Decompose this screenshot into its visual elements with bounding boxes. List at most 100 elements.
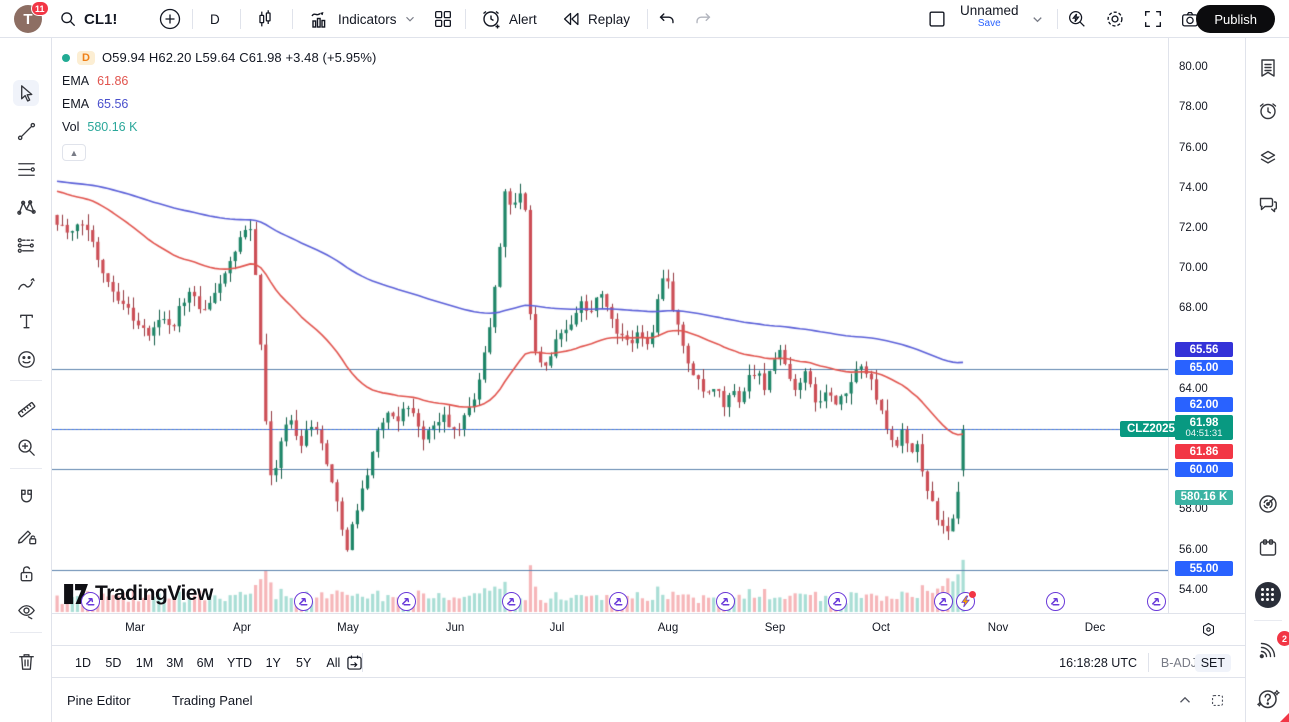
- tool-pattern-xabcd[interactable]: [13, 194, 39, 220]
- price-tick: 76.00: [1179, 141, 1208, 154]
- range-1d[interactable]: 1D: [75, 655, 91, 670]
- tool-magnet[interactable]: [13, 484, 39, 510]
- tool-lock[interactable]: [13, 560, 39, 586]
- tool-prediction[interactable]: [13, 232, 39, 258]
- chart-style-button[interactable]: [254, 0, 276, 38]
- toolbar-separator: [465, 9, 466, 29]
- range-5d[interactable]: 5D: [105, 655, 122, 670]
- range-6m[interactable]: 6M: [196, 655, 214, 670]
- legend-main-row[interactable]: D O59.94 H62.20 L59.64 C61.98 +3.48 (+5.…: [62, 50, 376, 65]
- indicators-button[interactable]: Indicators: [308, 0, 417, 38]
- timeline-marker[interactable]: [827, 591, 847, 611]
- panel-maximize-icon[interactable]: [1207, 690, 1227, 710]
- toolbar-separator: [647, 9, 648, 29]
- price-tick: 54.00: [1179, 583, 1208, 596]
- clock-utc[interactable]: 16:18:28 UTC: [1059, 655, 1137, 670]
- sidebar-watchlist-button[interactable]: [1255, 55, 1281, 81]
- legend-collapse-button[interactable]: ▲: [62, 144, 86, 161]
- tool-brush[interactable]: [13, 270, 39, 296]
- trading-panel-tab[interactable]: Trading Panel: [172, 692, 253, 708]
- session-toggle[interactable]: SET: [1194, 646, 1231, 679]
- timeline-marker[interactable]: [80, 591, 100, 611]
- tool-fib-retracement[interactable]: [13, 156, 39, 182]
- timeline-marker[interactable]: [933, 591, 953, 611]
- top-toolbar: T 11 CL1! D Indicators Alert: [0, 0, 1289, 38]
- range-3m[interactable]: 3M: [166, 655, 184, 670]
- fullscreen-button[interactable]: [1142, 0, 1164, 38]
- settings-button[interactable]: [1104, 0, 1126, 38]
- sidebar-layers-button[interactable]: [1255, 144, 1281, 170]
- layout-manager-button[interactable]: [926, 0, 948, 38]
- sidebar-calendar-button[interactable]: [1255, 535, 1281, 561]
- range-all[interactable]: All: [326, 655, 341, 670]
- price-tick: 80.00: [1179, 61, 1208, 74]
- publish-button[interactable]: Publish: [1196, 5, 1275, 33]
- timeline-marker[interactable]: [501, 591, 521, 611]
- toolbar-divider: [10, 380, 42, 381]
- layout-templates-button[interactable]: [432, 0, 454, 38]
- countdown-timer: 04:51:31: [1185, 427, 1223, 439]
- quick-search-button[interactable]: [1066, 0, 1088, 38]
- timeline-marker[interactable]: [293, 591, 313, 611]
- pine-editor-tab[interactable]: Pine Editor: [67, 692, 131, 708]
- lightning-marker[interactable]: [955, 590, 976, 611]
- sidebar-scanner-button[interactable]: [1255, 491, 1281, 517]
- legend-row-vol-2[interactable]: Vol 580.16 K: [62, 120, 376, 134]
- tool-ruler[interactable]: [13, 396, 39, 422]
- save-label[interactable]: Save: [977, 18, 1001, 29]
- replay-button[interactable]: Replay: [560, 0, 630, 38]
- panel-expand-icon[interactable]: [1175, 690, 1195, 710]
- alert-clock-icon: [479, 7, 503, 31]
- tool-text[interactable]: [13, 308, 39, 334]
- compare-add-button[interactable]: [158, 0, 182, 38]
- tool-emoji[interactable]: [13, 346, 39, 372]
- undo-button[interactable]: [656, 0, 678, 38]
- ohlc-values: O59.94 H62.20 L59.64 C61.98 +3.48 (+5.95…: [101, 50, 377, 65]
- layout-name-button[interactable]: Unnamed Save: [960, 3, 1019, 29]
- magnet-icon: [15, 486, 38, 509]
- redo-button[interactable]: [692, 0, 714, 38]
- adjustment-toggle[interactable]: B-ADJ: [1160, 655, 1197, 670]
- chart-pane[interactable]: D O59.94 H62.20 L59.64 C61.98 +3.48 (+5.…: [52, 38, 1168, 613]
- chevron-down-icon: [403, 12, 417, 26]
- layout-dropdown-button[interactable]: [1030, 0, 1045, 38]
- broadcast-count-badge: 2: [1277, 631, 1289, 646]
- tool-trend-line[interactable]: [13, 118, 39, 144]
- price-scale[interactable]: 80.00 78.00 76.00 74.00 72.00 70.00 68.00 64.00…: [1168, 38, 1245, 613]
- sidebar-help-button[interactable]: [1255, 686, 1281, 712]
- sidebar-alerts-button[interactable]: [1255, 98, 1281, 124]
- timeline-marker[interactable]: [1045, 591, 1065, 611]
- legend-row-ema-1[interactable]: EMA 65.56: [62, 97, 376, 111]
- alert-button[interactable]: Alert: [479, 0, 537, 38]
- legend-row-ema-0[interactable]: EMA 61.86: [62, 74, 376, 88]
- range-1m[interactable]: 1M: [135, 655, 154, 670]
- month-label-oct: Oct: [872, 622, 890, 634]
- candlestick-chart-canvas[interactable]: [52, 38, 1168, 613]
- time-axis[interactable]: Mar Apr May Jun Jul Aug Sep Oct Nov Dec: [52, 613, 1245, 645]
- range-1y[interactable]: 1Y: [265, 655, 281, 670]
- interval-badge[interactable]: D: [77, 50, 95, 65]
- text-icon: [15, 310, 38, 333]
- range-5y[interactable]: 5Y: [296, 655, 312, 670]
- symbol-search-button[interactable]: CL1!: [58, 0, 117, 38]
- timeline-marker[interactable]: [396, 591, 416, 611]
- tool-cursor[interactable]: [13, 80, 39, 106]
- goto-arrow-icon: [831, 595, 844, 608]
- axis-settings-icon[interactable]: [1200, 621, 1217, 638]
- timeline-marker[interactable]: [715, 591, 735, 611]
- tool-remove[interactable]: [13, 648, 39, 674]
- timeline-marker[interactable]: [1146, 591, 1166, 611]
- sidebar-apps-button[interactable]: [1255, 582, 1281, 608]
- goto-date-button[interactable]: [344, 652, 365, 673]
- range-ytd[interactable]: YTD: [227, 655, 252, 670]
- tool-hide-drawings[interactable]: [13, 598, 39, 624]
- timeline-marker[interactable]: [608, 591, 628, 611]
- tool-draw-lock[interactable]: [13, 522, 39, 548]
- remove-icon: [15, 650, 38, 673]
- interval-button[interactable]: D: [210, 0, 220, 38]
- sidebar-broadcast-button[interactable]: 2: [1255, 631, 1289, 663]
- goto-arrow-icon: [505, 595, 518, 608]
- tool-zoom-in[interactable]: [13, 434, 39, 460]
- goto-arrow-icon: [297, 595, 310, 608]
- sidebar-chat-button[interactable]: [1255, 191, 1281, 217]
